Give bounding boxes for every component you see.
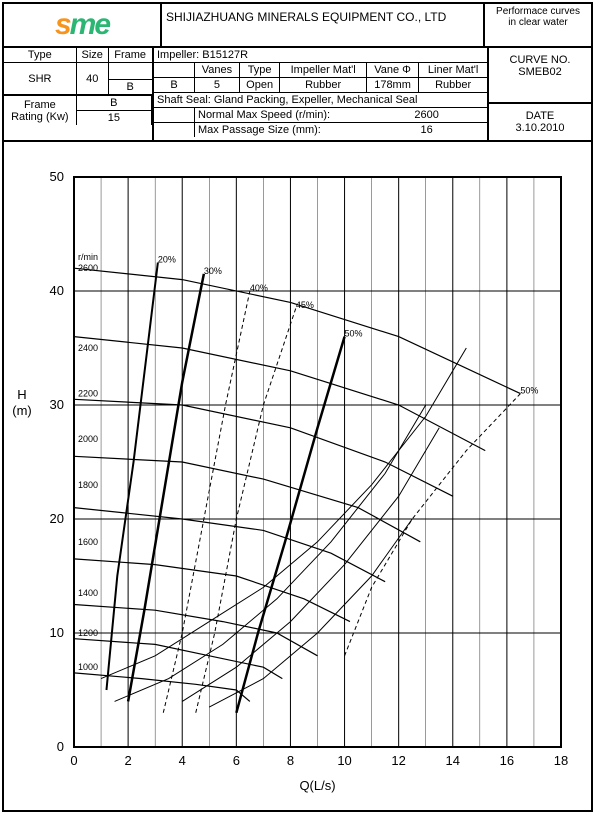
- frame-rating-kw: 15: [76, 111, 151, 126]
- svg-text:30%: 30%: [204, 266, 222, 276]
- logo-cell: sme: [4, 4, 162, 46]
- frame-label: Frame: [108, 48, 151, 63]
- curve-no-label: CURVE NO.: [491, 54, 589, 66]
- max-speed-label: Normal Max Speed (r/min):: [195, 108, 367, 123]
- perf-caption: Performace curves in clear water: [485, 4, 591, 46]
- company-name: SHIJIAZHUANG MINERALS EQUIPMENT CO., LTD: [166, 10, 446, 24]
- svg-text:(m): (m): [12, 403, 32, 418]
- svg-text:45%: 45%: [296, 300, 314, 310]
- svg-text:6: 6: [233, 753, 240, 768]
- specs-right: CURVE NO. SMEB02 DATE 3.10.2010: [489, 48, 591, 140]
- svg-text:20: 20: [50, 511, 64, 526]
- specs-mid: Impeller: B15127R Vanes Type Impeller Ma…: [154, 48, 489, 140]
- svg-text:18: 18: [554, 753, 568, 768]
- svg-text:2400: 2400: [78, 343, 98, 353]
- date-label: DATE: [491, 110, 589, 122]
- col-liner: Liner Mat'l: [419, 63, 487, 78]
- svg-text:14: 14: [446, 753, 460, 768]
- svg-text:1400: 1400: [78, 588, 98, 598]
- svg-text:1000: 1000: [78, 662, 98, 672]
- size-val: 40: [76, 63, 108, 96]
- svg-text:0: 0: [70, 753, 77, 768]
- svg-text:50: 50: [50, 169, 64, 184]
- mid-cols-row: Vanes Type Impeller Mat'l Vane Φ Liner M…: [154, 63, 487, 78]
- max-speed-val: 2600: [366, 108, 487, 123]
- date-val: 3.10.2010: [491, 122, 589, 134]
- svg-text:H: H: [17, 387, 26, 402]
- svg-text:2200: 2200: [78, 389, 98, 399]
- svg-text:40: 40: [50, 283, 64, 298]
- curve-no: SMEB02: [491, 66, 589, 78]
- frame-b: B: [154, 78, 195, 93]
- val-liner: Rubber: [419, 78, 487, 93]
- col-vane-phi: Vane Φ: [366, 63, 418, 78]
- size-label: Size: [76, 48, 108, 63]
- max-pass-val: 16: [366, 123, 487, 138]
- impeller-label: Impeller: B15127R: [154, 48, 487, 63]
- logo: sme: [55, 8, 109, 42]
- type-val: SHR: [4, 63, 76, 96]
- col-type: Type: [239, 63, 280, 78]
- svg-text:20%: 20%: [158, 255, 176, 265]
- shaft-seal: Shaft Seal: Gland Packing, Expeller, Mec…: [154, 93, 487, 108]
- svg-text:4: 4: [179, 753, 186, 768]
- svg-text:Q(L/s): Q(L/s): [299, 778, 335, 793]
- specs-left: Type Size Frame SHR 40 B Frame Rating (K…: [4, 48, 154, 140]
- page: sme SHIJIAZHUANG MINERALS EQUIPMENT CO.,…: [2, 2, 593, 812]
- val-vanes: 5: [195, 78, 240, 93]
- svg-text:10: 10: [337, 753, 351, 768]
- frame-rating-label: Frame Rating (Kw): [4, 95, 76, 125]
- svg-text:1800: 1800: [78, 480, 98, 490]
- svg-text:0: 0: [57, 739, 64, 754]
- col-vanes: Vanes: [195, 63, 240, 78]
- svg-text:10: 10: [50, 625, 64, 640]
- specs: Type Size Frame SHR 40 B Frame Rating (K…: [4, 48, 591, 142]
- val-imp-mat: Rubber: [280, 78, 366, 93]
- company-title: SHIJIAZHUANG MINERALS EQUIPMENT CO., LTD: [162, 4, 485, 46]
- svg-text:50%: 50%: [520, 386, 538, 396]
- svg-text:2: 2: [124, 753, 131, 768]
- svg-text:2000: 2000: [78, 434, 98, 444]
- svg-text:40%: 40%: [250, 283, 268, 293]
- val-vane-phi: 178mm: [366, 78, 418, 93]
- header: sme SHIJIAZHUANG MINERALS EQUIPMENT CO.,…: [4, 4, 591, 48]
- svg-text:8: 8: [287, 753, 294, 768]
- svg-text:16: 16: [500, 753, 514, 768]
- max-pass-label: Max Passage Size (mm):: [195, 123, 367, 138]
- svg-text:r/min: r/min: [78, 252, 98, 262]
- frame-rating-frame: B: [76, 95, 151, 111]
- svg-text:50%: 50%: [345, 329, 363, 339]
- svg-text:30: 30: [50, 397, 64, 412]
- svg-text:1200: 1200: [78, 628, 98, 638]
- svg-text:1600: 1600: [78, 537, 98, 547]
- type-label: Type: [4, 48, 76, 63]
- frame-val: B: [108, 80, 151, 96]
- svg-text:12: 12: [391, 753, 405, 768]
- svg-text:2600: 2600: [78, 263, 98, 273]
- val-type: Open: [239, 78, 280, 93]
- chart: 0 2 4 6 8 10 12 14 16 18 0 10 20 30 40 50 Q(L/s) H(m) 2600…: [4, 142, 591, 792]
- chart-svg: 0 2 4 6 8 10 12 14 16 18 0 10 20 30 40 50 Q(L/s) H(m) 2600…: [4, 142, 591, 812]
- col-imp-mat: Impeller Mat'l: [280, 63, 366, 78]
